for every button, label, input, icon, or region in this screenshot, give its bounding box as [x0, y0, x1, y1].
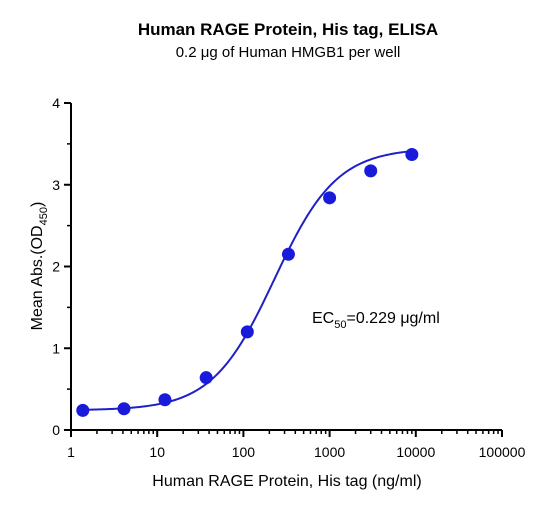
- data-point: [240, 325, 254, 339]
- chart-title: Human RAGE Protein, His tag, ELISA: [138, 20, 438, 39]
- ec50-subscript: 50: [334, 319, 346, 331]
- y-tick-label: 3: [52, 177, 60, 193]
- data-points: [76, 148, 419, 417]
- data-point: [405, 148, 419, 162]
- y-ticks: 0 1 2 3 4: [52, 95, 71, 438]
- data-point: [158, 393, 172, 407]
- data-point: [199, 371, 213, 385]
- y-tick-label: 0: [52, 422, 60, 438]
- x-tick-label: 1000: [314, 444, 345, 460]
- chart-subtitle: 0.2 μg of Human HMGB1 per well: [176, 44, 401, 61]
- x-ticks: 1 10 100 1000 10000 100000: [67, 430, 526, 460]
- data-point: [364, 164, 378, 178]
- x-tick-label: 10000: [396, 444, 435, 460]
- y-axis-title-close: ): [29, 202, 46, 207]
- y-tick-label: 1: [52, 340, 60, 356]
- data-point: [323, 191, 337, 205]
- data-point: [281, 247, 295, 261]
- ec50-annotation: EC50=0.229 μg/ml: [312, 310, 440, 331]
- ec50-value: =0.229 μg/ml: [346, 310, 439, 327]
- x-tick-label: 10: [149, 444, 165, 460]
- data-point: [117, 402, 131, 416]
- y-tick-label: 2: [52, 259, 60, 275]
- data-point: [76, 403, 90, 417]
- x-axis-title: Human RAGE Protein, His tag (ng/ml): [152, 473, 421, 490]
- y-axis-title: Mean Abs.(OD450): [29, 202, 50, 331]
- y-axis-title-sub: 450: [38, 207, 50, 225]
- x-tick-label: 1: [67, 444, 75, 460]
- fit-curve: [82, 150, 412, 411]
- y-axis-title-main: Mean Abs.(OD: [29, 225, 46, 330]
- y-tick-label: 4: [52, 95, 60, 111]
- x-tick-label: 100: [232, 444, 256, 460]
- ec50-prefix: EC: [312, 310, 334, 327]
- x-tick-label: 100000: [479, 444, 526, 460]
- axes: [70, 103, 502, 431]
